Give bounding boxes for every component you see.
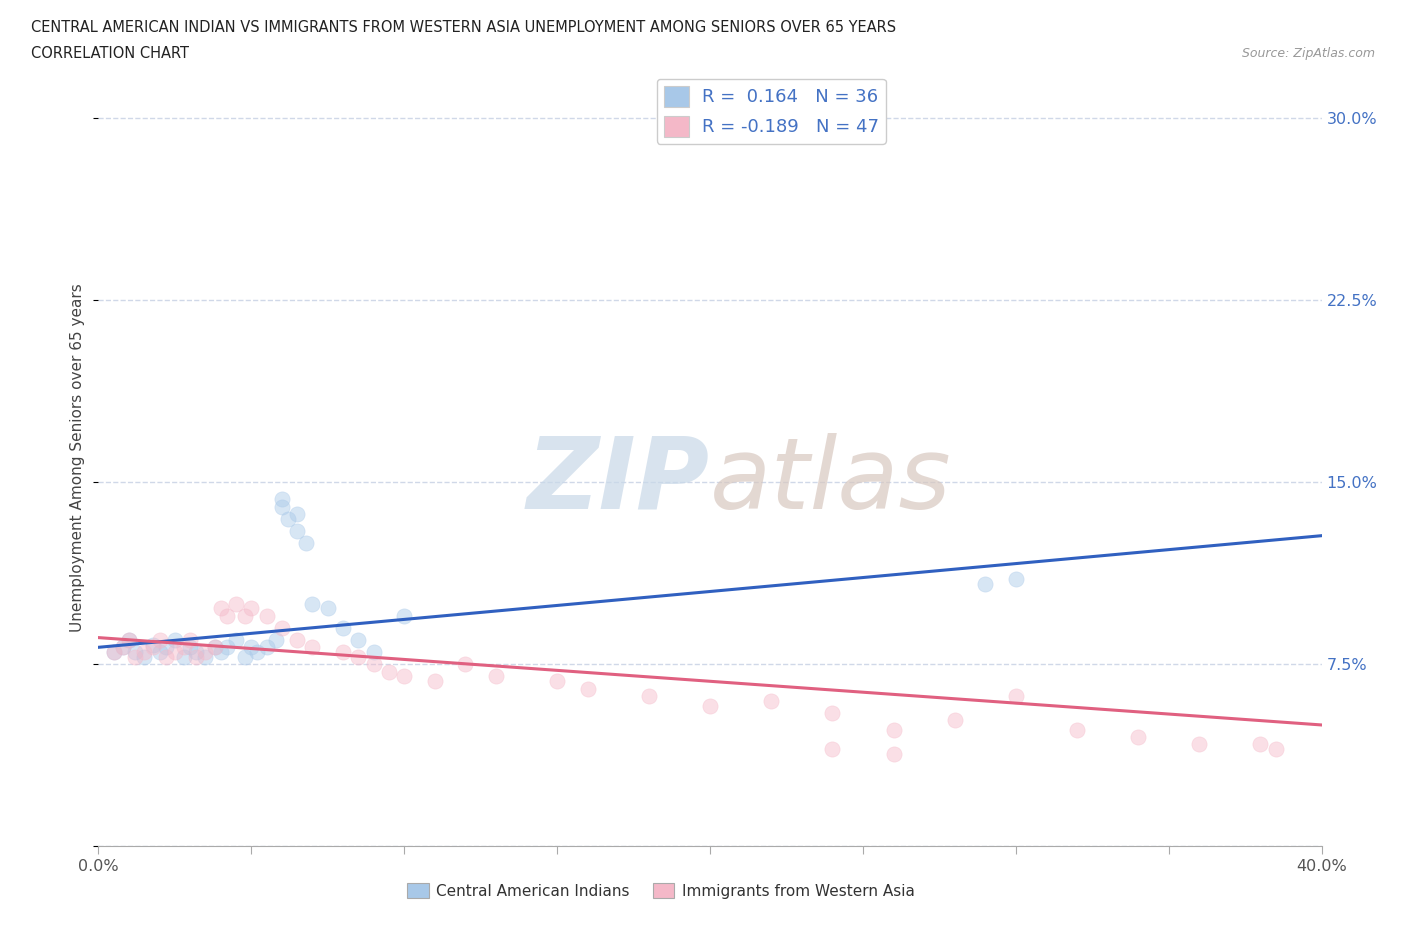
Point	[149, 632, 172, 647]
Point	[240, 640, 263, 655]
Point	[173, 640, 195, 655]
Point	[204, 640, 226, 655]
Point	[821, 705, 844, 720]
Point	[332, 620, 354, 635]
Point	[173, 649, 195, 664]
Point	[124, 649, 146, 664]
Point	[225, 632, 247, 647]
Point	[1128, 730, 1150, 745]
Point	[142, 640, 165, 655]
Text: Source: ZipAtlas.com: Source: ZipAtlas.com	[1241, 46, 1375, 60]
Text: CORRELATION CHART: CORRELATION CHART	[31, 46, 188, 61]
Point	[118, 632, 141, 647]
Point	[347, 632, 370, 647]
Point	[204, 640, 226, 655]
Point	[264, 632, 287, 647]
Point	[142, 637, 165, 652]
Point	[943, 712, 966, 727]
Point	[454, 657, 477, 671]
Point	[225, 596, 247, 611]
Text: ZIP: ZIP	[527, 432, 710, 530]
Point	[134, 644, 156, 659]
Point	[209, 601, 232, 616]
Point	[215, 640, 238, 655]
Point	[149, 644, 172, 659]
Point	[821, 742, 844, 757]
Point	[883, 723, 905, 737]
Point	[186, 644, 208, 659]
Point	[134, 649, 156, 664]
Point	[301, 640, 323, 655]
Point	[316, 601, 339, 616]
Legend: R =  0.164   N = 36, R = -0.189   N = 47: R = 0.164 N = 36, R = -0.189 N = 47	[657, 79, 886, 144]
Point	[285, 632, 308, 647]
Point	[277, 512, 299, 526]
Point	[194, 644, 217, 659]
Point	[1188, 737, 1211, 751]
Point	[378, 664, 401, 679]
Point	[163, 632, 186, 647]
Point	[240, 601, 263, 616]
Point	[576, 681, 599, 696]
Point	[699, 698, 721, 713]
Point	[423, 674, 446, 689]
Point	[118, 632, 141, 647]
Point	[233, 608, 256, 623]
Point	[301, 596, 323, 611]
Point	[103, 644, 125, 659]
Point	[270, 620, 292, 635]
Point	[124, 644, 146, 659]
Point	[1004, 688, 1026, 703]
Point	[285, 524, 308, 538]
Point	[246, 644, 269, 659]
Point	[111, 640, 134, 655]
Y-axis label: Unemployment Among Seniors over 65 years: Unemployment Among Seniors over 65 years	[70, 284, 86, 632]
Point	[256, 640, 278, 655]
Point	[347, 649, 370, 664]
Point	[285, 507, 308, 522]
Point	[363, 644, 385, 659]
Point	[295, 536, 318, 551]
Point	[637, 688, 661, 703]
Point	[485, 669, 508, 684]
Point	[186, 649, 208, 664]
Point	[155, 640, 177, 655]
Point	[270, 492, 292, 507]
Point	[392, 669, 416, 684]
Point	[759, 693, 782, 708]
Point	[1264, 742, 1286, 757]
Point	[546, 674, 568, 689]
Point	[179, 632, 201, 647]
Point	[883, 747, 905, 762]
Point	[363, 657, 385, 671]
Point	[256, 608, 278, 623]
Point	[209, 644, 232, 659]
Point	[179, 640, 201, 655]
Point	[1066, 723, 1088, 737]
Point	[974, 577, 997, 591]
Text: atlas: atlas	[710, 432, 952, 530]
Point	[111, 640, 134, 655]
Point	[332, 644, 354, 659]
Point	[1249, 737, 1271, 751]
Point	[270, 499, 292, 514]
Point	[233, 649, 256, 664]
Point	[392, 608, 416, 623]
Point	[215, 608, 238, 623]
Point	[163, 644, 186, 659]
Point	[155, 649, 177, 664]
Point	[194, 649, 217, 664]
Point	[1004, 572, 1026, 587]
Point	[103, 644, 125, 659]
Text: CENTRAL AMERICAN INDIAN VS IMMIGRANTS FROM WESTERN ASIA UNEMPLOYMENT AMONG SENIO: CENTRAL AMERICAN INDIAN VS IMMIGRANTS FR…	[31, 20, 896, 35]
